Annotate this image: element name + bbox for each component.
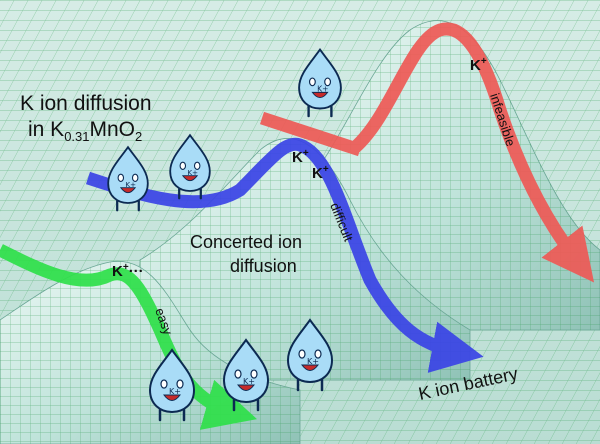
mascot-mouth (119, 187, 137, 194)
mascot-eye (179, 161, 187, 170)
title-line1: K ion diffusion (20, 92, 152, 115)
mascot-eye (324, 77, 332, 87)
mascot-body (222, 338, 270, 404)
mascot-mouth (237, 384, 255, 391)
mascot-eye (176, 379, 184, 389)
mascot-happy-3: K+ (286, 318, 334, 392)
mascot-mouth (311, 91, 329, 99)
title: K ion diffusion in K0.31MnO2 (20, 92, 152, 144)
svg-text:in K0.31MnO2: in K0.31MnO2 (28, 118, 142, 144)
title-line2-mid: MnO (90, 118, 136, 141)
mascot-label: K+ (307, 357, 319, 366)
mascot-body (107, 145, 149, 204)
svg-text:K ion diffusion: K ion diffusion (20, 92, 152, 115)
mascot-mouth (301, 364, 319, 371)
title-subscript-2: 2 (135, 129, 142, 144)
mascot-label: K+ (169, 387, 181, 396)
mascot-eye (314, 349, 322, 359)
mascot-happy-1: K+ (148, 348, 196, 422)
concerted-label-line1: Concerted ion (190, 232, 302, 252)
red-path (259, 22, 578, 262)
mascot-label: K+ (187, 168, 198, 177)
mascot-eye (250, 369, 258, 379)
mascot-eye (308, 77, 316, 87)
blue-ion-label-2: K+ (312, 164, 329, 182)
mascot-thinking: K+ (298, 47, 342, 118)
mascot-group: K+K+K+K+K+K+ (107, 47, 342, 422)
mascot-eye (131, 173, 139, 182)
mascot-mouth (163, 394, 181, 401)
mascot-eye (117, 173, 125, 182)
mascot-eye (160, 379, 168, 389)
mascot-body (148, 348, 196, 414)
mascot-label: K+ (243, 377, 255, 386)
mascot-happy-2: K+ (222, 338, 270, 412)
mascot-mouth (181, 175, 199, 182)
blue-ion-label-1: K+ (292, 148, 309, 166)
mascot-body (169, 133, 211, 192)
green-ion-label: K+··· (112, 262, 144, 280)
mascot-worried-1: K+ (107, 145, 149, 212)
mascot-eye (298, 349, 306, 359)
red-ion-label: K+ (470, 56, 487, 74)
mascot-eye (193, 161, 201, 170)
mascot-worried-2: K+ (169, 133, 211, 200)
mascot-eye (234, 369, 242, 379)
mascot-label: K+ (125, 180, 136, 189)
title-subscript: 0.31 (64, 129, 89, 144)
concerted-label-line2: diffusion (230, 256, 297, 276)
blue-path (85, 137, 484, 373)
mascot-body (286, 318, 334, 384)
title-line2-prefix: in K (28, 118, 64, 141)
mascot-body (298, 47, 342, 110)
mascot-label: K+ (317, 84, 328, 93)
